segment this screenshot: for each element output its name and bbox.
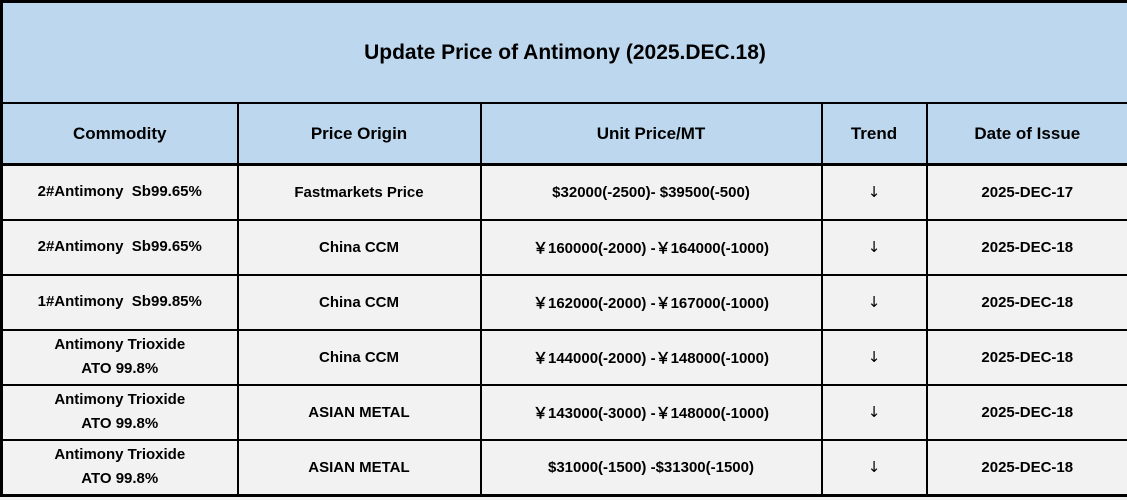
trend-cell: ↓ bbox=[820, 273, 928, 331]
date-of-issue-cell: 2025-DEC-18 bbox=[925, 218, 1127, 276]
down-arrow-icon: ↓ bbox=[867, 183, 881, 202]
down-arrow-icon: ↓ bbox=[867, 458, 881, 477]
table-row: 1#Antimony Sb99.85% China CCM ￥162000(-2… bbox=[0, 273, 1127, 331]
table-row: Antimony Trioxide ATO 99.8% China CCM ￥1… bbox=[0, 328, 1127, 386]
down-arrow-icon: ↓ bbox=[867, 293, 881, 312]
unit-price-cell: ￥143000(-3000) -￥148000(-1000) bbox=[479, 383, 823, 441]
title-row: Update Price of Antimony (2025.DEC.18) bbox=[0, 0, 1127, 105]
unit-price-cell: ￥162000(-2000) -￥167000(-1000) bbox=[479, 273, 823, 331]
trend-cell: ↓ bbox=[820, 383, 928, 441]
date-of-issue-cell: 2025-DEC-18 bbox=[925, 273, 1127, 331]
header-row: Commodity Price Origin Unit Price/MT Tre… bbox=[0, 102, 1127, 167]
column-header-trend: Trend bbox=[820, 102, 928, 167]
unit-price-cell: ￥160000(-2000) -￥164000(-1000) bbox=[479, 218, 823, 276]
down-arrow-icon: ↓ bbox=[867, 403, 881, 422]
trend-cell: ↓ bbox=[820, 218, 928, 276]
unit-price-cell: $32000(-2500)- $39500(-500) bbox=[479, 163, 823, 221]
commodity-cell: Antimony Trioxide ATO 99.8% bbox=[0, 438, 239, 497]
commodity-cell: 1#Antimony Sb99.85% bbox=[0, 273, 239, 331]
column-header-price-origin: Price Origin bbox=[236, 102, 482, 167]
table-row: Antimony Trioxide ATO 99.8% ASIAN METAL … bbox=[0, 438, 1127, 497]
down-arrow-icon: ↓ bbox=[867, 348, 881, 367]
table-row: 2#Antimony Sb99.65% China CCM ￥160000(-2… bbox=[0, 218, 1127, 276]
table-row: Antimony Trioxide ATO 99.8% ASIAN METAL … bbox=[0, 383, 1127, 441]
unit-price-cell: ￥144000(-2000) -￥148000(-1000) bbox=[479, 328, 823, 386]
commodity-cell: 2#Antimony Sb99.65% bbox=[0, 218, 239, 276]
price-origin-cell: China CCM bbox=[236, 328, 482, 386]
price-origin-cell: China CCM bbox=[236, 218, 482, 276]
date-of-issue-cell: 2025-DEC-18 bbox=[925, 328, 1127, 386]
commodity-cell: Antimony Trioxide ATO 99.8% bbox=[0, 328, 239, 386]
column-header-date-of-issue: Date of Issue bbox=[925, 102, 1127, 167]
price-origin-cell: ASIAN METAL bbox=[236, 383, 482, 441]
price-origin-cell: ASIAN METAL bbox=[236, 438, 482, 497]
trend-cell: ↓ bbox=[820, 328, 928, 386]
down-arrow-icon: ↓ bbox=[867, 238, 881, 257]
price-origin-cell: Fastmarkets Price bbox=[236, 163, 482, 221]
commodity-cell: Antimony Trioxide ATO 99.8% bbox=[0, 383, 239, 441]
page-title: Update Price of Antimony (2025.DEC.18) bbox=[0, 0, 1127, 105]
date-of-issue-cell: 2025-DEC-17 bbox=[925, 163, 1127, 221]
column-header-commodity: Commodity bbox=[0, 102, 239, 167]
table-row: 2#Antimony Sb99.65% Fastmarkets Price $3… bbox=[0, 163, 1127, 221]
date-of-issue-cell: 2025-DEC-18 bbox=[925, 383, 1127, 441]
unit-price-cell: $31000(-1500) -$31300(-1500) bbox=[479, 438, 823, 497]
commodity-cell: 2#Antimony Sb99.65% bbox=[0, 163, 239, 221]
date-of-issue-cell: 2025-DEC-18 bbox=[925, 438, 1127, 497]
column-header-unit-price: Unit Price/MT bbox=[479, 102, 823, 167]
price-origin-cell: China CCM bbox=[236, 273, 482, 331]
trend-cell: ↓ bbox=[820, 438, 928, 497]
trend-cell: ↓ bbox=[820, 163, 928, 221]
